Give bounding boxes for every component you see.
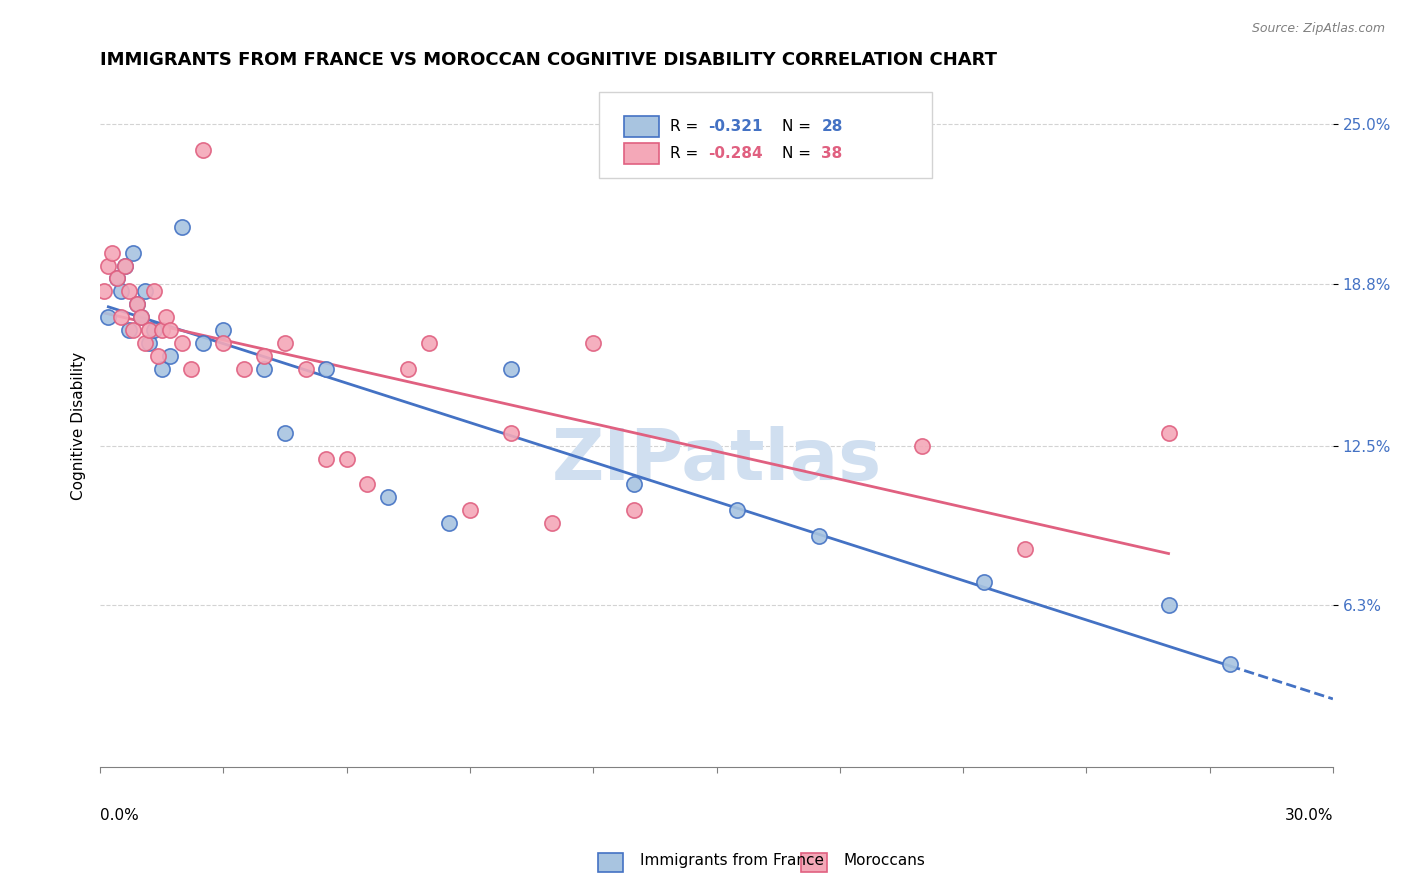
Point — [623, 503, 645, 517]
Text: IMMIGRANTS FROM FRANCE VS MOROCCAN COGNITIVE DISABILITY CORRELATION CHART: IMMIGRANTS FROM FRANCE VS MOROCCAN COGNI… — [100, 51, 997, 69]
Point — [138, 335, 160, 350]
Point — [134, 335, 156, 350]
Y-axis label: Cognitive Disability: Cognitive Disability — [72, 352, 86, 500]
Point — [93, 285, 115, 299]
Point — [138, 323, 160, 337]
Point — [1219, 657, 1241, 672]
Point — [725, 503, 748, 517]
Point — [129, 310, 152, 324]
Text: ZIPatlas: ZIPatlas — [551, 426, 882, 495]
Point — [105, 271, 128, 285]
Point — [191, 335, 214, 350]
Point — [315, 451, 337, 466]
Text: Immigrants from France: Immigrants from France — [640, 853, 824, 868]
Text: Source: ZipAtlas.com: Source: ZipAtlas.com — [1251, 22, 1385, 36]
Point — [122, 323, 145, 337]
FancyBboxPatch shape — [624, 116, 658, 136]
Point — [127, 297, 149, 311]
Text: 30.0%: 30.0% — [1285, 808, 1333, 823]
Point — [541, 516, 564, 530]
Point — [105, 271, 128, 285]
Point — [294, 361, 316, 376]
Point — [110, 285, 132, 299]
Point — [1157, 598, 1180, 612]
Point — [101, 245, 124, 260]
Point — [180, 361, 202, 376]
Point — [150, 361, 173, 376]
Point — [623, 477, 645, 491]
Point — [274, 335, 297, 350]
Bar — [598, 853, 623, 872]
Point — [114, 259, 136, 273]
Point — [150, 323, 173, 337]
Point — [142, 323, 165, 337]
Point — [253, 361, 276, 376]
Point — [97, 259, 120, 273]
Point — [146, 349, 169, 363]
Text: -0.321: -0.321 — [707, 119, 762, 134]
Point — [1014, 541, 1036, 556]
Point — [1157, 425, 1180, 440]
Point — [253, 349, 276, 363]
Point — [159, 349, 181, 363]
Point — [172, 219, 194, 234]
Point — [142, 285, 165, 299]
Point — [118, 285, 141, 299]
Point — [122, 245, 145, 260]
Point — [499, 361, 522, 376]
Text: R =: R = — [669, 146, 703, 161]
Point — [134, 285, 156, 299]
Point — [499, 425, 522, 440]
Point — [127, 297, 149, 311]
Text: Moroccans: Moroccans — [844, 853, 925, 868]
FancyBboxPatch shape — [599, 93, 932, 178]
Point — [315, 361, 337, 376]
Text: N =: N = — [782, 146, 815, 161]
Bar — [801, 853, 827, 872]
Point — [129, 310, 152, 324]
Point — [155, 310, 177, 324]
Text: -0.284: -0.284 — [707, 146, 762, 161]
Point — [973, 575, 995, 590]
Text: R =: R = — [669, 119, 703, 134]
Point — [97, 310, 120, 324]
Point — [439, 516, 461, 530]
Point — [396, 361, 419, 376]
Point — [191, 143, 214, 157]
Point — [336, 451, 359, 466]
Point — [110, 310, 132, 324]
Point — [114, 259, 136, 273]
Point — [233, 361, 256, 376]
Point — [212, 335, 235, 350]
Point — [118, 323, 141, 337]
Point — [582, 335, 605, 350]
Point — [172, 335, 194, 350]
Point — [458, 503, 481, 517]
Point — [418, 335, 440, 350]
Text: 28: 28 — [821, 119, 842, 134]
Point — [356, 477, 378, 491]
Text: 0.0%: 0.0% — [100, 808, 139, 823]
Point — [274, 425, 297, 440]
Point — [377, 490, 399, 504]
Point — [808, 529, 831, 543]
FancyBboxPatch shape — [624, 144, 658, 164]
Text: N =: N = — [782, 119, 815, 134]
Text: 38: 38 — [821, 146, 842, 161]
Point — [911, 439, 934, 453]
Point — [212, 323, 235, 337]
Point — [159, 323, 181, 337]
